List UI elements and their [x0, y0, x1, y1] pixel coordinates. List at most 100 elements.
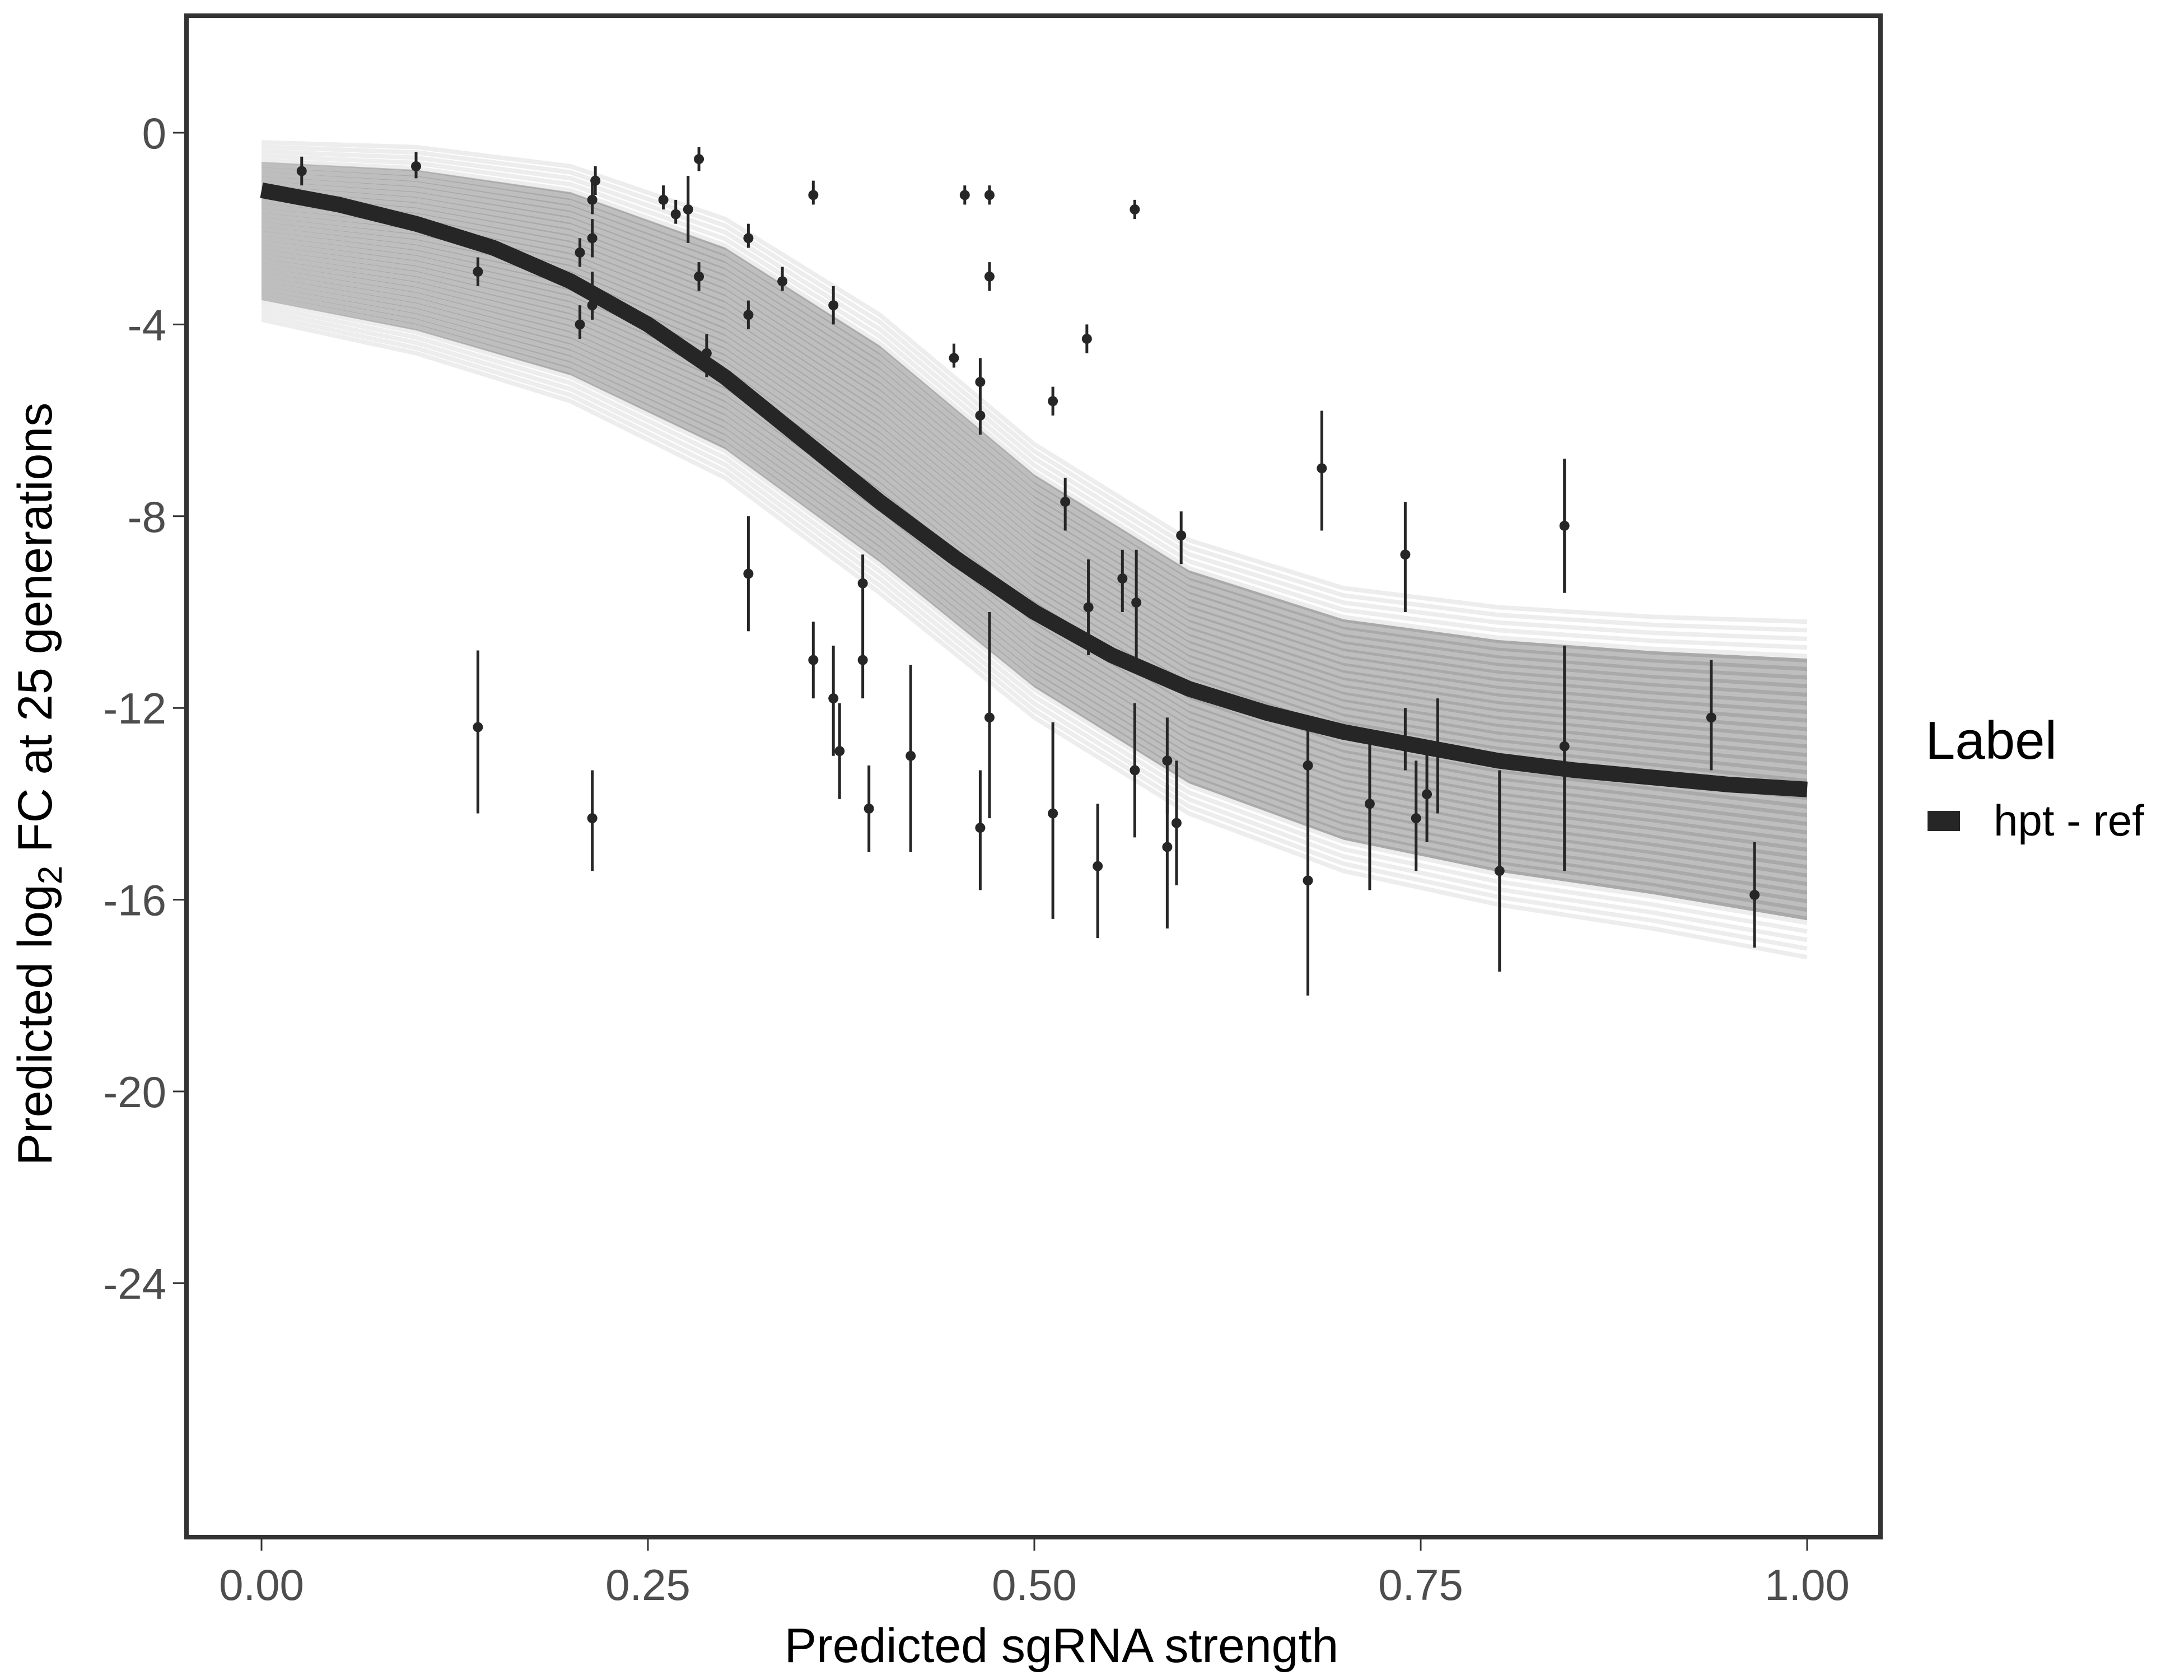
posterior-draws	[261, 140, 1808, 960]
point-marker	[949, 353, 959, 363]
posterior-draw-line	[261, 308, 1808, 942]
point-marker	[975, 377, 986, 388]
legend-key-hpt-ref	[1928, 811, 1960, 831]
point-marker	[984, 190, 995, 200]
data-point	[1400, 502, 1411, 612]
posterior-draw-line	[261, 290, 1808, 908]
posterior-draw-line	[261, 199, 1808, 736]
data-point	[473, 650, 483, 814]
data-point	[743, 223, 754, 248]
posterior-draw-line	[261, 208, 1808, 753]
point-marker	[587, 300, 598, 311]
point-marker	[575, 248, 585, 258]
posterior-draw-line	[261, 267, 1808, 865]
posterior-draw-line	[261, 190, 1808, 719]
point-marker	[1559, 520, 1570, 531]
posterior-draw-line	[261, 240, 1808, 814]
data-point	[411, 152, 421, 179]
y-tick-label: -12	[103, 684, 166, 733]
posterior-draw-line	[261, 295, 1808, 917]
point-marker	[857, 655, 868, 665]
x-axis: 0.00 0.25 0.50 0.75 1.00	[219, 1539, 1850, 1609]
point-marker	[975, 823, 986, 833]
point-marker	[575, 319, 585, 330]
legend: Label hpt - ref	[1925, 711, 2144, 845]
point-marker	[1400, 741, 1411, 752]
data-point	[587, 770, 598, 871]
legend-title: Label	[1925, 711, 2057, 771]
data-point	[1749, 842, 1760, 948]
point-marker	[411, 161, 421, 171]
posterior-draw-line	[261, 181, 1808, 702]
data-point	[743, 300, 754, 329]
y-tick-label: -4	[128, 300, 166, 349]
data-point	[906, 665, 916, 852]
posterior-draw-line	[261, 312, 1808, 951]
data-point	[1083, 559, 1094, 656]
data-point	[575, 238, 585, 267]
data-point	[1400, 708, 1411, 771]
posterior-draw-line	[261, 171, 1808, 684]
data-point	[587, 219, 598, 258]
point-marker	[701, 348, 712, 358]
data-point	[1081, 324, 1092, 353]
point-marker	[587, 813, 598, 824]
posterior-draw-line	[261, 286, 1808, 899]
y-axis-title-suffix: FC at 25 generations	[8, 403, 62, 866]
data-point	[1093, 804, 1103, 939]
data-point	[1494, 770, 1505, 972]
point-marker	[975, 410, 986, 421]
y-axis-title: Predicted log2 FC at 25 generations	[8, 403, 69, 1165]
data-point	[975, 358, 986, 402]
y-tick-label: -8	[128, 492, 166, 542]
point-marker	[1432, 746, 1443, 757]
data-point	[828, 645, 839, 756]
posterior-draw-line	[261, 140, 1808, 624]
data-point	[808, 180, 819, 205]
point-marker	[1048, 808, 1058, 819]
data-point	[1171, 760, 1182, 885]
data-point	[984, 185, 995, 205]
point-marker	[1130, 765, 1140, 776]
posterior-draw-line	[261, 167, 1808, 676]
x-axis-title: Predicted sgRNA strength	[785, 1619, 1339, 1673]
data-point	[1303, 727, 1313, 838]
posterior-draw-line	[261, 144, 1808, 633]
point-marker	[694, 154, 704, 165]
data-point	[701, 334, 712, 377]
data-point	[1364, 736, 1375, 890]
point-marker	[857, 578, 868, 589]
posterior-draw-line	[261, 203, 1808, 745]
data-point	[975, 401, 986, 435]
point-marker	[1048, 396, 1058, 407]
point-marker	[1130, 204, 1140, 214]
data-point	[296, 156, 307, 186]
data-point	[949, 343, 959, 368]
data-point	[1117, 549, 1128, 612]
point-marker	[1303, 760, 1313, 771]
data-point	[1048, 386, 1058, 416]
data-point	[1422, 751, 1432, 842]
data-point	[1706, 660, 1716, 771]
point-marker	[828, 693, 839, 704]
point-marker	[743, 568, 754, 579]
point-marker	[1317, 463, 1327, 474]
y-axis-title-prefix: Predicted log	[8, 884, 62, 1165]
y-tick-label: -24	[103, 1259, 166, 1308]
data-point	[658, 185, 669, 209]
data-point	[587, 291, 598, 320]
data-point	[864, 765, 874, 852]
data-point	[984, 262, 995, 291]
point-marker	[828, 300, 839, 311]
data-point	[975, 770, 986, 890]
data-point	[1559, 459, 1570, 593]
data-point	[1559, 645, 1570, 871]
data-point	[1130, 703, 1140, 838]
posterior-draw-line	[261, 153, 1808, 650]
point-marker	[984, 271, 995, 282]
posterior-draw-line	[261, 281, 1808, 891]
point-marker	[743, 310, 754, 320]
point-marker	[1162, 842, 1173, 852]
point-marker	[1411, 813, 1421, 824]
y-tick-label: -20	[103, 1067, 166, 1117]
